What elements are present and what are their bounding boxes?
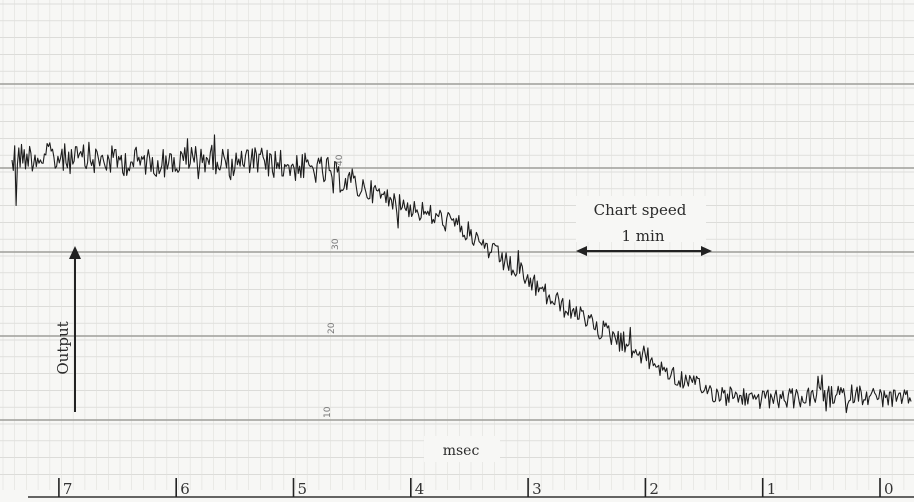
chart-speed-value: 1 min	[622, 227, 665, 245]
x-tick-label: 6	[180, 480, 190, 498]
x-tick-label: 7	[63, 480, 73, 498]
x-label-bg	[424, 436, 500, 462]
x-tick-label: 5	[298, 480, 308, 498]
chart-speed-bg	[576, 196, 706, 242]
trace-layer	[11, 134, 912, 414]
x-axis: 7 6 5 4 3 2 1 0	[28, 478, 914, 498]
y-grid-labels: 10 20 30 40	[323, 154, 345, 418]
chart-speed-arrow-right-head	[701, 246, 712, 256]
x-axis-label: msec	[443, 443, 480, 459]
x-tick-label: 4	[415, 480, 425, 498]
x-tick-label: 2	[649, 480, 659, 498]
x-tick-label: 1	[767, 480, 777, 498]
y-grid-label: 20	[327, 322, 337, 334]
chart-speed-label: Chart speed	[594, 201, 687, 219]
chart-speed-arrow-left-head	[576, 246, 587, 256]
y-grid-label: 30	[331, 238, 341, 250]
x-tick-label: 0	[884, 480, 894, 498]
y-grid-label: 40	[335, 154, 345, 166]
series-trace	[11, 134, 912, 414]
x-tick-label: 3	[532, 480, 542, 498]
output-arrow-head	[69, 246, 81, 259]
grid-major	[0, 83, 914, 421]
y-axis-label: Output	[54, 321, 72, 374]
y-grid-label: 10	[323, 406, 333, 418]
grid-minor	[0, 0, 914, 490]
